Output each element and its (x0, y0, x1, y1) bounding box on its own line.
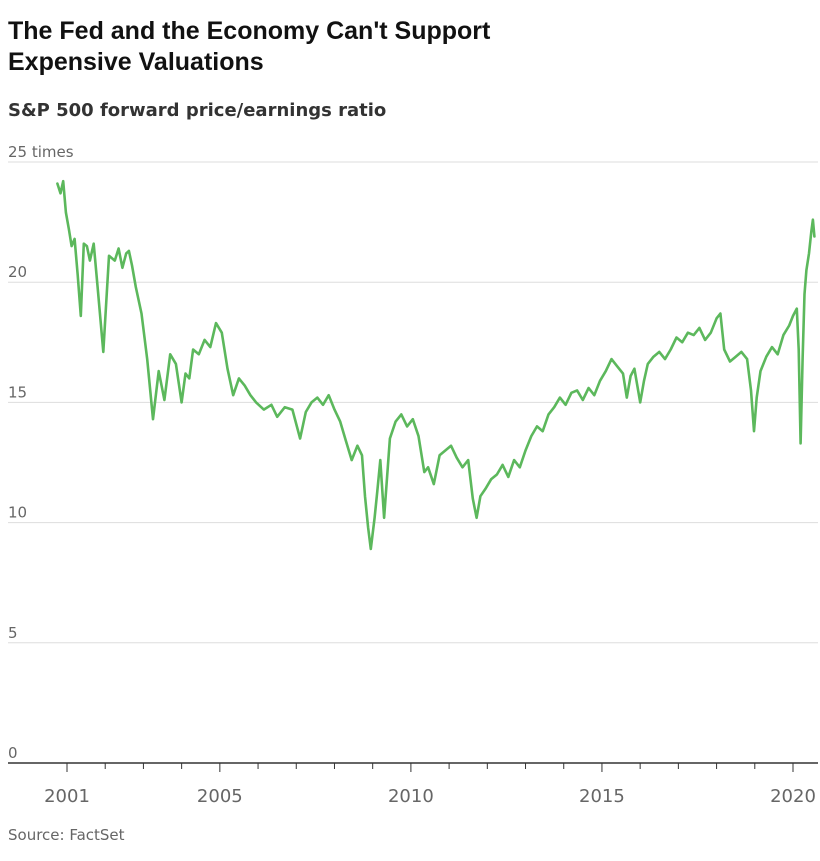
y-tick-label: 5 (8, 624, 18, 642)
chart-title: The Fed and the Economy Can't Support Ex… (8, 16, 808, 78)
y-tick-label: 20 (8, 263, 27, 281)
chart-title-line-2: Expensive Valuations (8, 48, 264, 76)
source-note: Source: FactSet (8, 826, 125, 844)
pe-ratio-series-line (56, 179, 816, 551)
x-tick-label: 2015 (579, 786, 625, 807)
line-layer (56, 179, 816, 551)
chart-subtitle: S&P 500 forward price/earnings ratio (8, 100, 387, 121)
y-tick-label: 0 (8, 744, 18, 762)
y-tick-label: 25 times (8, 143, 74, 161)
y-tick-label: 15 (8, 383, 27, 401)
chart-title-line-1: The Fed and the Economy Can't Support (8, 17, 491, 45)
x-tick-label: 2005 (197, 786, 243, 807)
grid-layer: 0 5 10 15 20 25 times (8, 143, 818, 762)
y-tick-label: 10 (8, 504, 27, 522)
x-tick-label: 2020 (770, 786, 816, 807)
x-tick-label: 2001 (44, 786, 90, 807)
x-tick-label: 2010 (388, 786, 434, 807)
x-axis: 2001 2005 2010 2015 2020 (8, 762, 818, 807)
